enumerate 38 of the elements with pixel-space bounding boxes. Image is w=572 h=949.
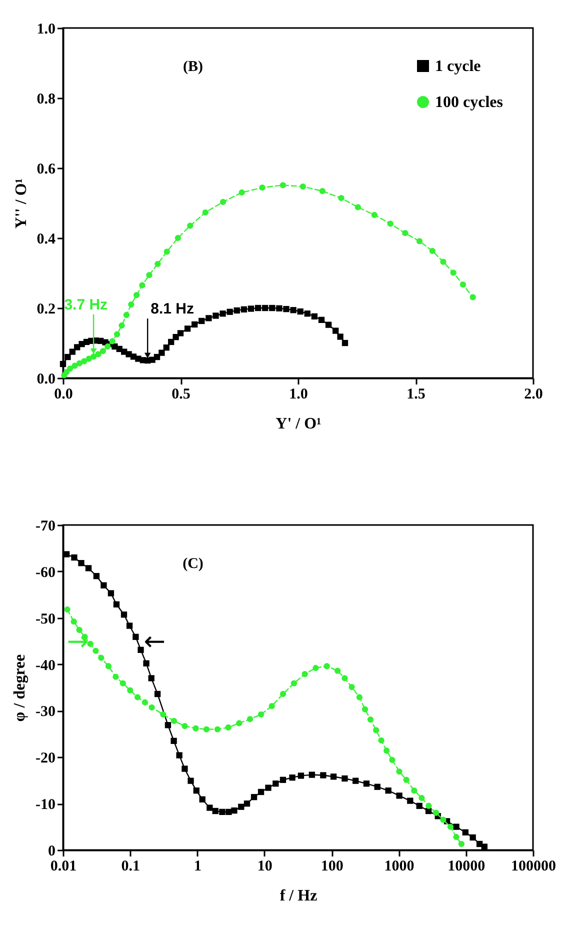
y-tick-label: -50 bbox=[36, 611, 56, 628]
x-axis-title: Y' / O¹ bbox=[276, 416, 322, 432]
x-tick-label: 0.5 bbox=[172, 386, 190, 402]
y-tick-label: 0.0 bbox=[36, 372, 56, 388]
x-tick-label: 0.0 bbox=[54, 386, 73, 402]
x-tick-label: 2.0 bbox=[524, 386, 543, 402]
x-tick-label: 1000 bbox=[384, 858, 414, 874]
x-tick-label: 0.01 bbox=[50, 858, 77, 874]
y-tick-label: -70 bbox=[36, 518, 56, 534]
annotation: (C) bbox=[182, 556, 204, 572]
legend-label: 1 cycle bbox=[435, 58, 481, 75]
y-axis-title: Y'' / O¹ bbox=[12, 178, 30, 229]
y-tick-label: -60 bbox=[36, 564, 56, 581]
y-tick-label: 1.0 bbox=[36, 22, 56, 38]
annotation: 3.7 Hz bbox=[64, 296, 108, 314]
x-axis-title: f / Hz bbox=[280, 888, 318, 904]
annotation: 8.1 Hz bbox=[150, 300, 194, 318]
y-tick-label: -20 bbox=[36, 750, 56, 767]
annotation: ← bbox=[144, 627, 166, 658]
y-tick-label: -40 bbox=[36, 658, 56, 674]
y-tick-label: 0.8 bbox=[36, 92, 56, 108]
y-tick-label: 0.4 bbox=[36, 232, 56, 248]
x-tick-label: 100000 bbox=[511, 858, 556, 874]
y-tick-label: 0.2 bbox=[36, 302, 56, 318]
y-tick-label: 0 bbox=[48, 844, 56, 860]
legend-label: 100 cycles bbox=[435, 94, 503, 111]
x-tick-label: 0.1 bbox=[121, 858, 140, 874]
x-tick-label: 1.0 bbox=[289, 386, 308, 402]
y-axis-title: φ / degree bbox=[12, 654, 29, 722]
y-tick-label: 0.6 bbox=[36, 162, 56, 178]
y-tick-label: -30 bbox=[36, 704, 56, 720]
x-tick-label: 1.5 bbox=[406, 386, 426, 402]
x-tick-label: 10000 bbox=[448, 858, 486, 874]
x-tick-label: 100 bbox=[320, 858, 344, 874]
y-tick-label: -10 bbox=[36, 797, 56, 814]
annotation: (B) bbox=[183, 59, 203, 75]
x-tick-label: 10 bbox=[257, 858, 272, 874]
x-tick-label: 1 bbox=[194, 858, 202, 874]
